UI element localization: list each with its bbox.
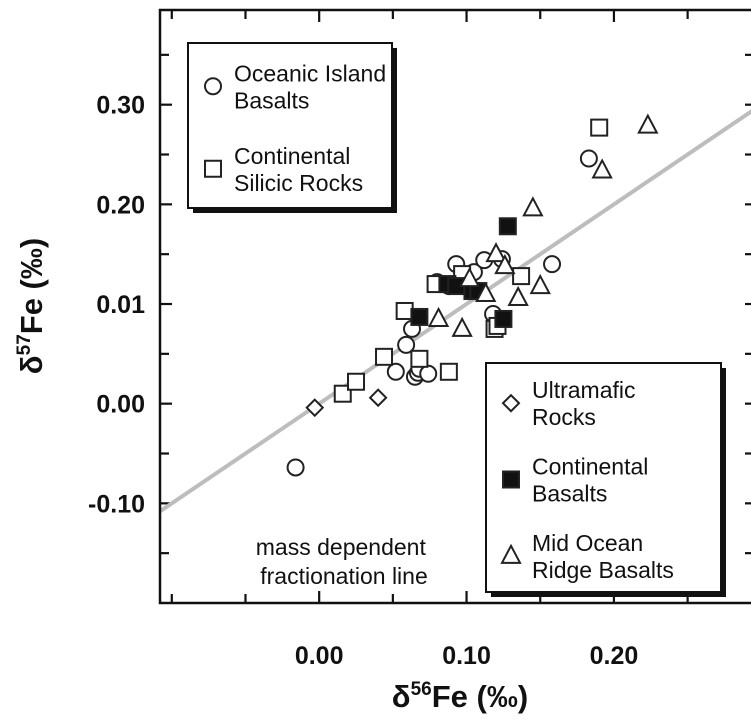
- data-point-triangle: [507, 285, 529, 307]
- data-point-filled-square: [494, 309, 513, 328]
- y-tick-label: -0.10: [88, 490, 145, 518]
- y-tick-label: 0.30: [96, 92, 145, 120]
- x-tick-labels: 0.00 0.10 0.20: [295, 642, 638, 670]
- y-tick-labels: 0.30 0.20 0.01 0.00 -0.10: [88, 92, 145, 519]
- legend-label-line: Ultramafic: [532, 377, 636, 403]
- data-point-triangle: [529, 273, 551, 295]
- legend-marker-square: [204, 159, 222, 178]
- data-point-triangle: [591, 158, 613, 179]
- data-point-filled-square: [410, 307, 429, 326]
- data-point-circle: [386, 362, 405, 381]
- legend-label: Mid Ocean Ridge Basalts: [532, 530, 674, 583]
- legend-box: [187, 42, 393, 209]
- legend-label: Oceanic Island Basalts: [234, 60, 386, 113]
- data-point-circle: [397, 335, 416, 354]
- data-point-triangle: [427, 306, 450, 327]
- data-point-square: [410, 349, 429, 368]
- data-point-triangle: [494, 253, 516, 275]
- data-point-triangle: [475, 281, 497, 303]
- plot-frame: [158, 8, 751, 605]
- legend-marker-diamond: [501, 393, 521, 413]
- legend-label-line: Basalts: [234, 87, 309, 113]
- x-tick-label: 0.00: [295, 642, 344, 670]
- data-point-square: [347, 372, 366, 391]
- data-point-triangle: [451, 316, 473, 337]
- legend-marker-circle: [204, 77, 222, 96]
- y-tick-label: 0.00: [96, 391, 145, 419]
- data-point-square: [512, 267, 531, 286]
- data-point-diamond: [305, 398, 325, 418]
- legend-box: [485, 362, 722, 593]
- legend-label-line: Continental: [532, 454, 648, 480]
- data-point-triangle: [458, 266, 481, 288]
- legend-label: Ultramafic Rocks: [532, 377, 636, 430]
- data-point-circle: [543, 255, 562, 274]
- y-axis-title: δ57Fe (‰): [14, 238, 49, 374]
- reference-line-label: mass dependent fractionation line: [256, 534, 432, 589]
- legend-label: Continental Basalts: [532, 454, 648, 507]
- data-point-triangle: [485, 242, 507, 263]
- x-tick-label: 0.10: [442, 642, 491, 670]
- data-point-square: [375, 347, 394, 366]
- legend-label: Continental Silicic Rocks: [234, 143, 363, 196]
- data-point-square: [395, 301, 414, 320]
- legend-top-left: Oceanic Island Basalts Continental Silicic …: [187, 42, 397, 213]
- data-point-square: [590, 118, 609, 137]
- legend-label-line: Rocks: [532, 404, 596, 430]
- legend-marker-triangle: [500, 543, 522, 564]
- data-point-triangle: [522, 196, 544, 217]
- x-tick-label: 0.20: [590, 642, 639, 670]
- data-point-circle: [419, 364, 438, 383]
- legend-label-line: Oceanic Island: [234, 60, 386, 86]
- data-point-circle: [579, 149, 598, 168]
- legend-marker-filled-square: [502, 470, 520, 489]
- data-point-square: [333, 384, 352, 403]
- y-tick-label: 0.20: [96, 191, 145, 219]
- legend-label-line: Ridge Basalts: [532, 557, 674, 583]
- data-points: [286, 113, 659, 477]
- y-tick-label: 0.01: [96, 291, 145, 319]
- data-point-filled-square: [498, 217, 517, 236]
- legend-bottom-right: Ultramafic Rocks Continental Basalts Mid Oce…: [485, 362, 726, 597]
- mass-dependent-fractionation-line: [160, 109, 751, 514]
- data-point-triangle: [637, 113, 659, 134]
- data-point-diamond: [368, 388, 388, 408]
- data-point-circle: [286, 458, 305, 477]
- legend-label-line: Continental: [234, 143, 350, 169]
- legend-label-line: Basalts: [532, 481, 607, 507]
- x-axis-title: δ56Fe (‰): [392, 679, 528, 714]
- legend-label-line: Mid Ocean: [532, 530, 643, 556]
- legend-label-line: Silicic Rocks: [234, 170, 363, 196]
- data-point-square: [439, 362, 458, 381]
